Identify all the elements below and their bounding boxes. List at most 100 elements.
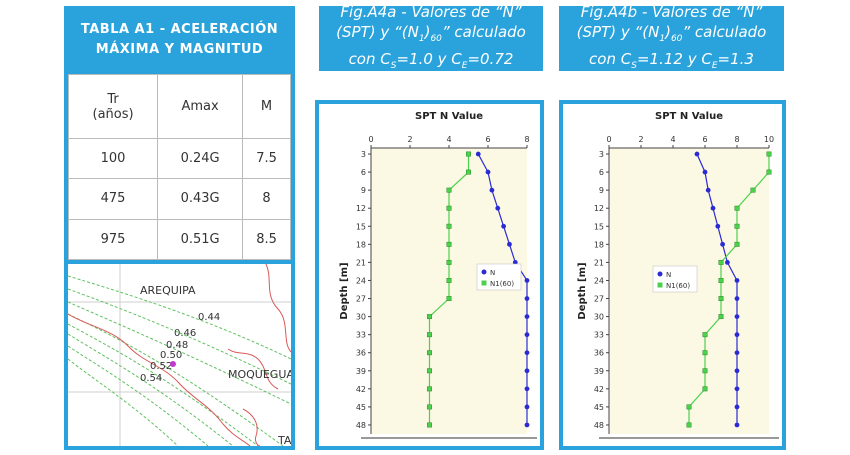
data-point-n — [501, 223, 506, 229]
legend-marker-n160 — [657, 282, 663, 288]
data-point-n160 — [446, 259, 452, 265]
data-point-n — [524, 368, 530, 374]
fig-a-title-box: Fig.A4a - Valores de “N” (SPT) y “(N1)60… — [319, 3, 543, 71]
y-tick-label: 21 — [356, 258, 366, 267]
legend-label: N — [490, 269, 495, 277]
y-tick-label: 24 — [356, 276, 366, 285]
table-title-line2: MÁXIMA Y MAGNITUD — [95, 42, 264, 57]
table-cell: 975 — [67, 218, 159, 261]
y-tick-label: 27 — [356, 295, 366, 304]
x-tick-label: 4 — [670, 135, 675, 144]
y-tick-label: 6 — [361, 168, 366, 177]
legend-label: N1(60) — [490, 280, 514, 288]
data-point-n160 — [702, 332, 708, 338]
table-frame: Tr (años) Amax M 100 0.24G 7.5 475 0.43G… — [64, 74, 295, 264]
data-point-n — [475, 151, 481, 157]
legend-marker-n — [481, 269, 487, 275]
y-tick-label: 48 — [594, 421, 604, 430]
data-point-n160 — [718, 314, 724, 320]
y-tick-label: 36 — [594, 349, 604, 358]
contour-label: 0.50 — [160, 350, 182, 361]
data-point-n — [734, 422, 740, 428]
table-row: 975 0.51G 8.5 — [67, 218, 291, 261]
data-point-n160 — [466, 151, 471, 157]
legend: N N1(60) — [652, 265, 698, 293]
city-marker — [170, 361, 176, 367]
y-tick-label: 45 — [356, 403, 366, 412]
data-point-n — [694, 151, 700, 157]
y-tick-label: 39 — [594, 367, 604, 376]
data-point-n160 — [718, 278, 724, 283]
series-line-n — [477, 153, 528, 425]
data-point-n160 — [427, 314, 432, 320]
y-tick-label: 33 — [594, 331, 604, 340]
y-tick-label: 9 — [361, 186, 366, 195]
fig-a-title-line1: Fig.A4a - Valores de “N” — [340, 2, 522, 21]
contour-label: 0.48 — [166, 340, 188, 351]
data-point-n160 — [686, 422, 692, 428]
data-point-n160 — [750, 187, 756, 193]
series-line-n160 — [688, 154, 770, 425]
seismic-map: 0.44 0.46 0.48 0.50 0.52 0.54 AREQUIPA M… — [64, 264, 295, 450]
data-point-n160 — [446, 241, 452, 247]
x-tick-label: 8 — [524, 135, 529, 144]
y-tick-label: 48 — [356, 421, 366, 430]
y-tick-label: 18 — [594, 240, 604, 249]
header-tr-line1: Tr — [107, 91, 119, 107]
y-tick-label: 12 — [356, 204, 366, 213]
data-point-n — [524, 278, 530, 283]
data-point-n — [524, 422, 530, 428]
y-tick-label: 15 — [356, 222, 366, 231]
data-point-n160 — [718, 259, 724, 265]
data-point-n — [524, 296, 530, 301]
y-tick-label: 3 — [361, 150, 366, 159]
data-point-n — [524, 386, 530, 392]
data-point-n160 — [446, 205, 452, 211]
x-tick-label: 8 — [734, 135, 739, 144]
data-point-n — [507, 241, 512, 247]
y-axis-label: Depth [m] — [577, 262, 588, 319]
data-point-n160 — [427, 422, 432, 428]
data-point-n — [524, 314, 530, 319]
y-tick-label: 6 — [599, 168, 604, 177]
data-point-n160 — [446, 278, 452, 283]
data-point-n — [720, 241, 725, 247]
data-point-n160 — [734, 205, 740, 211]
chart-b-frame: SPT N Value 0 2 4 6 8 10 3 6 9 12 15 18 21 24 27 30 33 36 3… — [559, 100, 786, 450]
table-cell: 0.43G — [157, 178, 244, 220]
data-point-n — [524, 350, 530, 356]
y-tick-label: 3 — [599, 150, 604, 159]
legend-label: N1(60) — [666, 282, 690, 290]
fig-b-title-line2: (SPT) y “(N1)60” calculado — [576, 22, 767, 44]
data-point-n — [734, 332, 740, 338]
data-point-n — [710, 205, 716, 211]
data-point-n160 — [446, 187, 452, 193]
y-tick-label: 21 — [594, 258, 604, 267]
data-point-n160 — [446, 223, 452, 229]
data-point-n160 — [466, 169, 471, 175]
legend-box — [476, 263, 522, 291]
map-svg: 0.44 0.46 0.48 0.50 0.52 0.54 AREQUIPA M… — [68, 264, 291, 446]
data-point-n — [485, 169, 491, 175]
y-tick-label: 24 — [594, 276, 604, 285]
city-label-partial: TA — [277, 434, 291, 446]
table-title-box: TABLA A1 - ACELERACIÓN MÁXIMA Y MAGNITUD — [64, 6, 295, 74]
data-point-n160 — [734, 223, 740, 229]
x-tick-label: 0 — [368, 135, 373, 144]
legend-marker-n — [657, 271, 663, 277]
data-point-n — [734, 350, 740, 356]
y-tick-label: 18 — [356, 240, 366, 249]
data-point-n160 — [702, 386, 708, 392]
table-cell: 0.24G — [157, 137, 244, 180]
data-point-n — [705, 187, 711, 193]
data-point-n — [734, 314, 740, 319]
data-point-n160 — [766, 151, 772, 157]
data-point-n — [734, 278, 740, 283]
data-point-n160 — [427, 386, 432, 392]
table-title-line1: TABLA A1 - ACELERACIÓN — [80, 22, 279, 37]
data-point-n — [715, 223, 721, 229]
table-cell: 8.5 — [242, 218, 291, 261]
table-cell: 7.5 — [242, 137, 291, 180]
contour-label: 0.52 — [150, 361, 172, 372]
